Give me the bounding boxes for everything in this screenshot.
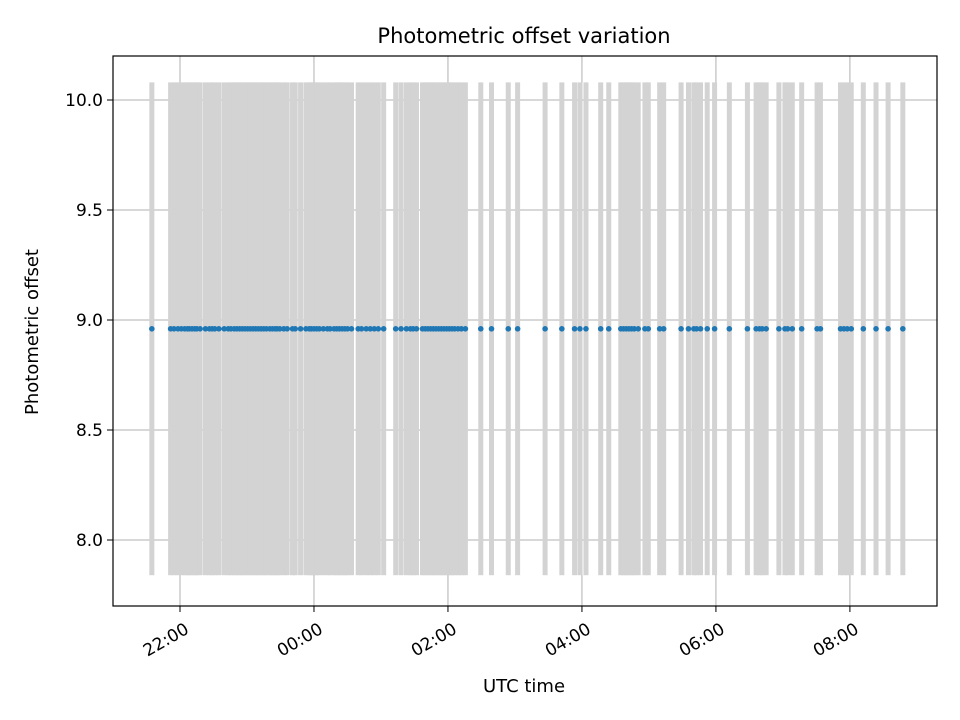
data-point bbox=[776, 326, 782, 332]
x-tick-label: 02:00 bbox=[408, 619, 460, 661]
data-point bbox=[212, 326, 218, 332]
data-point bbox=[697, 326, 704, 332]
point-layer bbox=[149, 326, 906, 332]
data-point bbox=[660, 326, 667, 332]
data-point bbox=[759, 326, 765, 332]
x-tick-label: 08:00 bbox=[810, 619, 862, 661]
chart-title: Photometric offset variation bbox=[377, 24, 670, 48]
data-point bbox=[514, 326, 521, 332]
data-point bbox=[197, 326, 203, 332]
data-point bbox=[784, 326, 791, 332]
data-point bbox=[726, 326, 733, 332]
data-point bbox=[559, 326, 565, 332]
x-tick-label: 04:00 bbox=[542, 619, 594, 661]
data-point bbox=[149, 326, 155, 332]
data-point bbox=[216, 326, 222, 332]
data-point bbox=[583, 326, 589, 332]
data-point bbox=[817, 326, 824, 332]
data-point bbox=[885, 326, 891, 332]
data-point bbox=[398, 326, 404, 332]
data-point bbox=[635, 326, 642, 332]
y-tick-label: 10.0 bbox=[65, 91, 103, 111]
y-tick-label: 8.5 bbox=[76, 421, 103, 441]
data-point bbox=[221, 326, 228, 332]
data-point bbox=[873, 326, 879, 332]
data-point bbox=[392, 326, 399, 332]
data-point bbox=[848, 326, 855, 332]
data-point bbox=[900, 326, 906, 332]
data-point bbox=[292, 326, 299, 332]
data-point bbox=[358, 326, 365, 332]
data-point bbox=[375, 326, 382, 332]
data-point bbox=[403, 326, 410, 332]
data-point bbox=[488, 326, 495, 332]
data-point bbox=[320, 326, 327, 332]
data-point bbox=[656, 326, 663, 332]
data-point bbox=[380, 326, 387, 332]
data-point bbox=[571, 326, 578, 332]
x-tick-label: 06:00 bbox=[676, 619, 728, 661]
data-point bbox=[327, 326, 333, 332]
plot-frame bbox=[112, 55, 938, 607]
y-tick-label: 9.5 bbox=[76, 201, 103, 221]
data-point bbox=[462, 326, 469, 332]
data-point bbox=[597, 326, 604, 332]
data-point bbox=[458, 326, 465, 332]
data-point bbox=[171, 326, 177, 332]
y-tick-label: 9.0 bbox=[76, 311, 103, 331]
data-point bbox=[844, 326, 851, 332]
data-point bbox=[277, 326, 283, 332]
data-point bbox=[678, 326, 684, 332]
x-tick-label: 00:00 bbox=[274, 619, 326, 661]
y-tick-label: 8.0 bbox=[76, 531, 103, 551]
x-tick-label: 22:00 bbox=[140, 619, 192, 661]
data-point bbox=[645, 326, 652, 332]
data-point bbox=[860, 326, 867, 332]
data-point bbox=[348, 326, 355, 332]
data-point bbox=[631, 326, 637, 332]
data-point bbox=[344, 326, 351, 332]
data-point bbox=[605, 326, 612, 332]
data-point bbox=[763, 326, 769, 332]
data-point bbox=[284, 326, 290, 332]
data-point bbox=[798, 326, 805, 332]
data-point bbox=[316, 326, 323, 332]
data-point bbox=[577, 326, 583, 332]
data-point bbox=[363, 326, 370, 332]
y-axis-title: Photometric offset bbox=[22, 249, 43, 415]
data-point bbox=[505, 326, 512, 332]
data-point bbox=[371, 326, 378, 332]
data-point bbox=[744, 326, 751, 332]
x-axis-title: UTC time bbox=[483, 676, 565, 697]
data-point bbox=[542, 326, 548, 332]
data-point bbox=[693, 326, 700, 332]
data-point bbox=[297, 326, 304, 332]
data-point bbox=[685, 326, 692, 332]
data-point bbox=[413, 326, 420, 332]
data-point bbox=[704, 326, 711, 332]
data-point bbox=[202, 326, 209, 332]
data-point bbox=[477, 326, 484, 332]
data-point bbox=[789, 326, 796, 332]
data-point bbox=[711, 326, 718, 332]
data-point bbox=[367, 326, 374, 332]
